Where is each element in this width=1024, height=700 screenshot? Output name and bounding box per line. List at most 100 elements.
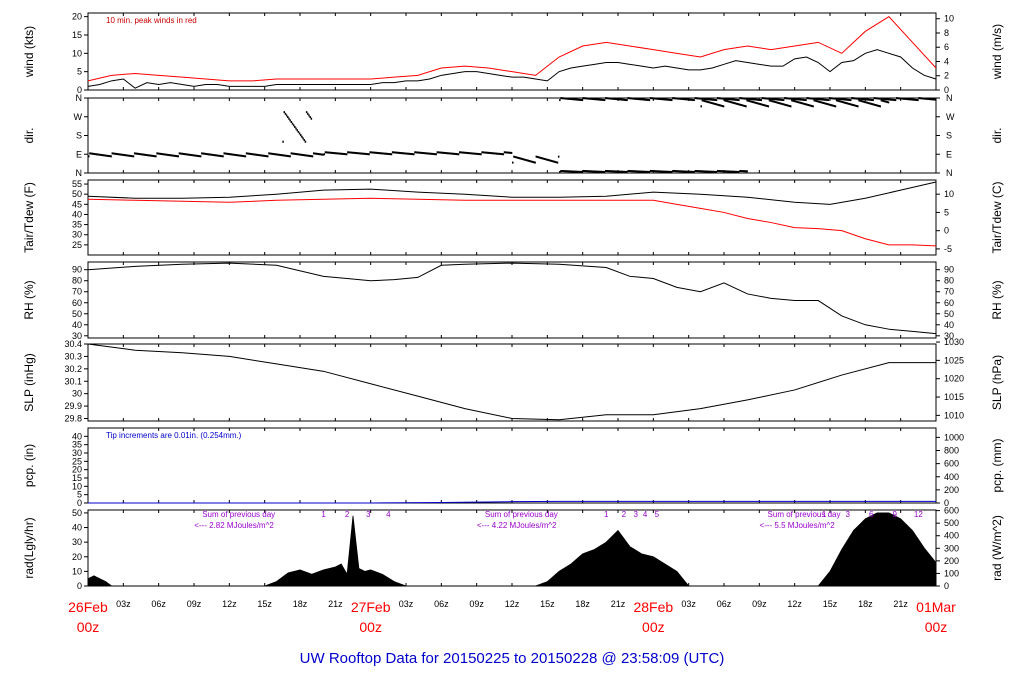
direction-point [777, 98, 779, 101]
direction-point [706, 170, 708, 173]
direction-point [269, 152, 271, 155]
direction-point [336, 152, 339, 155]
y-tick-label-right: E [946, 149, 952, 159]
direction-point [508, 151, 510, 154]
direction-point [320, 153, 322, 156]
direction-point [270, 152, 273, 155]
direction-point [830, 97, 832, 100]
direction-point [126, 154, 129, 157]
direction-point [622, 98, 625, 101]
direction-point [885, 100, 887, 103]
direction-point [471, 152, 474, 155]
direction-point [689, 170, 692, 173]
direction-point [831, 104, 833, 107]
direction-point [415, 151, 417, 154]
time-tick-label: 03z [681, 599, 696, 609]
direction-point [265, 155, 268, 158]
direction-point [736, 103, 739, 106]
y-tick-label-left: 55 [72, 179, 82, 189]
direction-point [181, 152, 183, 155]
direction-point [758, 102, 760, 105]
direction-point [567, 97, 569, 100]
direction-point [801, 102, 804, 105]
direction-point [135, 152, 137, 155]
direction-point [773, 100, 775, 103]
direction-point [194, 154, 196, 157]
direction-point [721, 170, 724, 173]
direction-point [827, 99, 830, 102]
direction-point [211, 153, 214, 156]
direction-point [188, 153, 190, 156]
direction-point [701, 99, 704, 102]
direction-point [428, 152, 430, 155]
direction-point [795, 98, 798, 101]
direction-point [271, 152, 274, 155]
direction-point [877, 104, 879, 107]
direction-point [570, 170, 573, 173]
direction-point [707, 98, 710, 101]
direction-point [718, 170, 720, 173]
direction-point [254, 153, 256, 156]
direction-point [103, 154, 105, 157]
direction-point [643, 170, 646, 173]
direction-point [641, 170, 644, 173]
direction-point [490, 152, 493, 155]
direction-point [295, 127, 297, 130]
direction-point [756, 102, 759, 105]
direction-point [628, 170, 631, 173]
direction-point [652, 97, 654, 100]
direction-point [209, 153, 211, 156]
direction-point [115, 152, 117, 155]
y-tick-label-right: 6 [944, 42, 949, 52]
direction-point [124, 154, 127, 157]
direction-point [519, 157, 521, 160]
day-label-time: 00z [642, 619, 665, 635]
direction-point [371, 151, 374, 154]
direction-point [623, 170, 626, 173]
direction-point [626, 99, 628, 102]
direction-point [853, 104, 856, 107]
direction-point [618, 170, 620, 173]
direction-point [534, 161, 536, 164]
radiation-summary-value: <--- 5.5 MJoules/m^2 [760, 521, 836, 530]
direction-point [630, 170, 633, 173]
direction-point [884, 98, 886, 101]
direction-point [694, 169, 697, 172]
direction-point [553, 160, 555, 163]
direction-point [517, 156, 520, 159]
direction-point [574, 170, 576, 173]
direction-point [794, 98, 797, 101]
direction-point [389, 153, 392, 156]
direction-point [713, 102, 715, 105]
direction-point [640, 170, 642, 173]
y-tick-label-right: 80 [944, 276, 954, 286]
direction-point [647, 98, 649, 101]
direction-point [676, 97, 679, 100]
direction-point [451, 152, 454, 155]
direction-point [832, 104, 834, 107]
radiation-hour-marker: 3 [366, 510, 371, 519]
direction-point [915, 98, 918, 101]
direction-point [136, 152, 138, 155]
direction-point [918, 97, 920, 100]
direction-point [529, 160, 532, 163]
time-tick-label: 12z [505, 599, 520, 609]
direction-point [203, 152, 205, 155]
direction-point [846, 102, 848, 105]
y-tick-label-right: 200 [944, 485, 959, 495]
direction-point [652, 170, 654, 173]
direction-point [725, 97, 727, 100]
y-tick-label-right: 8 [944, 28, 949, 38]
direction-point [575, 98, 578, 101]
direction-point [632, 170, 634, 173]
direction-point [679, 97, 681, 100]
direction-point [555, 161, 558, 164]
direction-point [746, 97, 748, 100]
direction-point [679, 170, 681, 173]
direction-point [692, 170, 694, 173]
direction-point [502, 153, 505, 156]
direction-point [461, 151, 463, 154]
y-tick-label-right: 400 [944, 531, 959, 541]
direction-point [515, 156, 518, 159]
direction-point [406, 152, 408, 155]
